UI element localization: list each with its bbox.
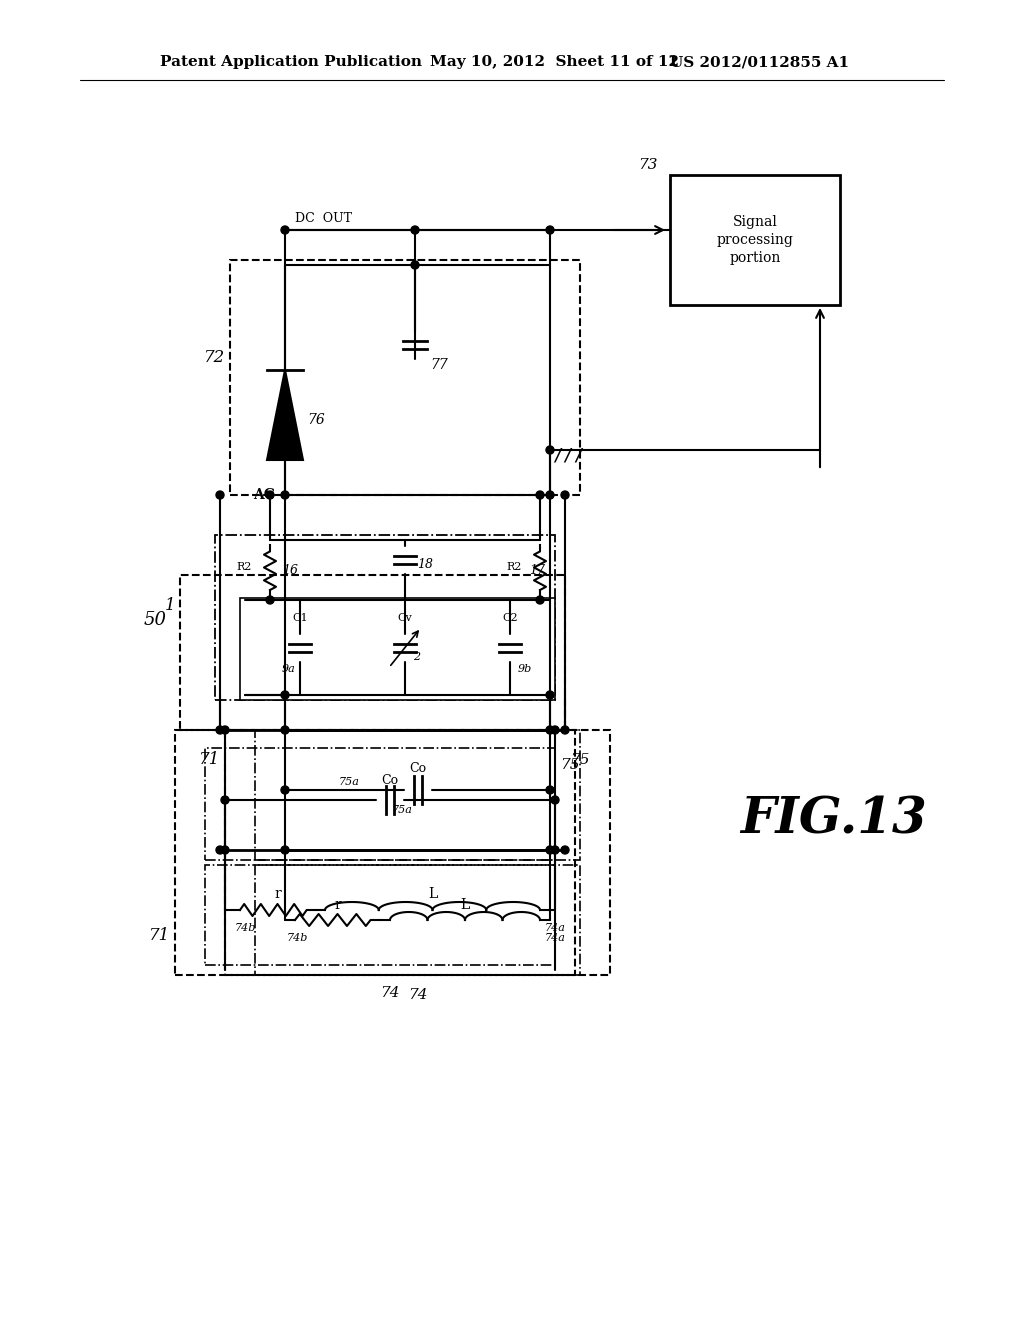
Text: 71: 71 <box>199 751 220 768</box>
Circle shape <box>551 846 559 854</box>
Circle shape <box>281 491 289 499</box>
Circle shape <box>281 846 289 854</box>
Text: 9b: 9b <box>518 664 532 675</box>
Circle shape <box>546 690 554 700</box>
Bar <box>240 598 555 700</box>
Circle shape <box>546 726 554 734</box>
Text: 74a: 74a <box>545 923 566 933</box>
Text: Cv: Cv <box>397 612 413 623</box>
Text: May 10, 2012  Sheet 11 of 12: May 10, 2012 Sheet 11 of 12 <box>430 55 679 69</box>
Text: 1: 1 <box>165 597 175 614</box>
Bar <box>215 535 555 700</box>
Text: US 2012/0112855 A1: US 2012/0112855 A1 <box>670 55 849 69</box>
Text: DC  OUT: DC OUT <box>295 211 352 224</box>
Bar <box>255 865 580 975</box>
Circle shape <box>216 491 224 499</box>
Circle shape <box>546 846 554 854</box>
Text: 16: 16 <box>282 564 298 577</box>
Circle shape <box>221 846 229 854</box>
Text: 71: 71 <box>148 927 170 944</box>
Text: 77: 77 <box>430 358 447 372</box>
Bar <box>255 730 580 861</box>
Polygon shape <box>267 370 303 459</box>
Text: ///: /// <box>552 446 585 465</box>
Text: 74: 74 <box>408 987 427 1002</box>
Text: Co: Co <box>409 762 426 775</box>
Text: 76: 76 <box>307 413 325 426</box>
Text: Patent Application Publication: Patent Application Publication <box>160 55 422 69</box>
Text: 75: 75 <box>560 758 580 772</box>
Bar <box>670 176 840 305</box>
Text: L: L <box>428 887 437 902</box>
Circle shape <box>546 226 554 234</box>
Bar <box>205 865 555 965</box>
Text: FIG.13: FIG.13 <box>740 796 927 845</box>
Text: Signal
processing
portion: Signal processing portion <box>717 215 794 265</box>
Text: 75a: 75a <box>339 777 360 787</box>
Text: L: L <box>461 898 470 912</box>
Bar <box>205 748 555 861</box>
Circle shape <box>411 261 419 269</box>
Circle shape <box>561 491 569 499</box>
Text: C2: C2 <box>502 612 518 623</box>
Circle shape <box>551 796 559 804</box>
Text: 18: 18 <box>417 558 433 572</box>
Text: 75: 75 <box>570 752 590 767</box>
Circle shape <box>216 846 224 854</box>
Bar <box>230 260 580 495</box>
Circle shape <box>266 597 274 605</box>
Circle shape <box>551 726 559 734</box>
Circle shape <box>266 491 274 499</box>
Circle shape <box>281 226 289 234</box>
Text: 73: 73 <box>639 158 658 172</box>
Text: 2: 2 <box>413 652 420 663</box>
Circle shape <box>536 491 544 499</box>
Text: Co: Co <box>381 774 398 787</box>
Circle shape <box>561 726 569 734</box>
Text: C1: C1 <box>292 612 308 623</box>
Text: R2: R2 <box>507 562 522 573</box>
Bar <box>180 576 565 730</box>
Circle shape <box>221 796 229 804</box>
Text: 17: 17 <box>529 564 545 577</box>
Bar <box>175 730 575 975</box>
Text: 74b: 74b <box>287 933 308 942</box>
Text: 74b: 74b <box>234 923 256 933</box>
Text: 72: 72 <box>204 348 225 366</box>
Text: r: r <box>274 887 281 902</box>
Text: 50: 50 <box>143 611 167 630</box>
Circle shape <box>411 226 419 234</box>
Circle shape <box>216 726 224 734</box>
Circle shape <box>281 726 289 734</box>
Circle shape <box>281 785 289 795</box>
Circle shape <box>561 846 569 854</box>
Circle shape <box>546 446 554 454</box>
Text: 9a: 9a <box>282 664 295 675</box>
Text: R2: R2 <box>237 562 252 573</box>
Bar <box>225 730 610 975</box>
Text: 75a: 75a <box>392 805 413 814</box>
Circle shape <box>546 785 554 795</box>
Text: r: r <box>334 898 341 912</box>
Circle shape <box>281 690 289 700</box>
Text: 74a: 74a <box>545 933 566 942</box>
Circle shape <box>546 491 554 499</box>
Circle shape <box>536 597 544 605</box>
Circle shape <box>221 726 229 734</box>
Text: AC: AC <box>253 488 275 502</box>
Text: 74: 74 <box>380 986 399 1001</box>
